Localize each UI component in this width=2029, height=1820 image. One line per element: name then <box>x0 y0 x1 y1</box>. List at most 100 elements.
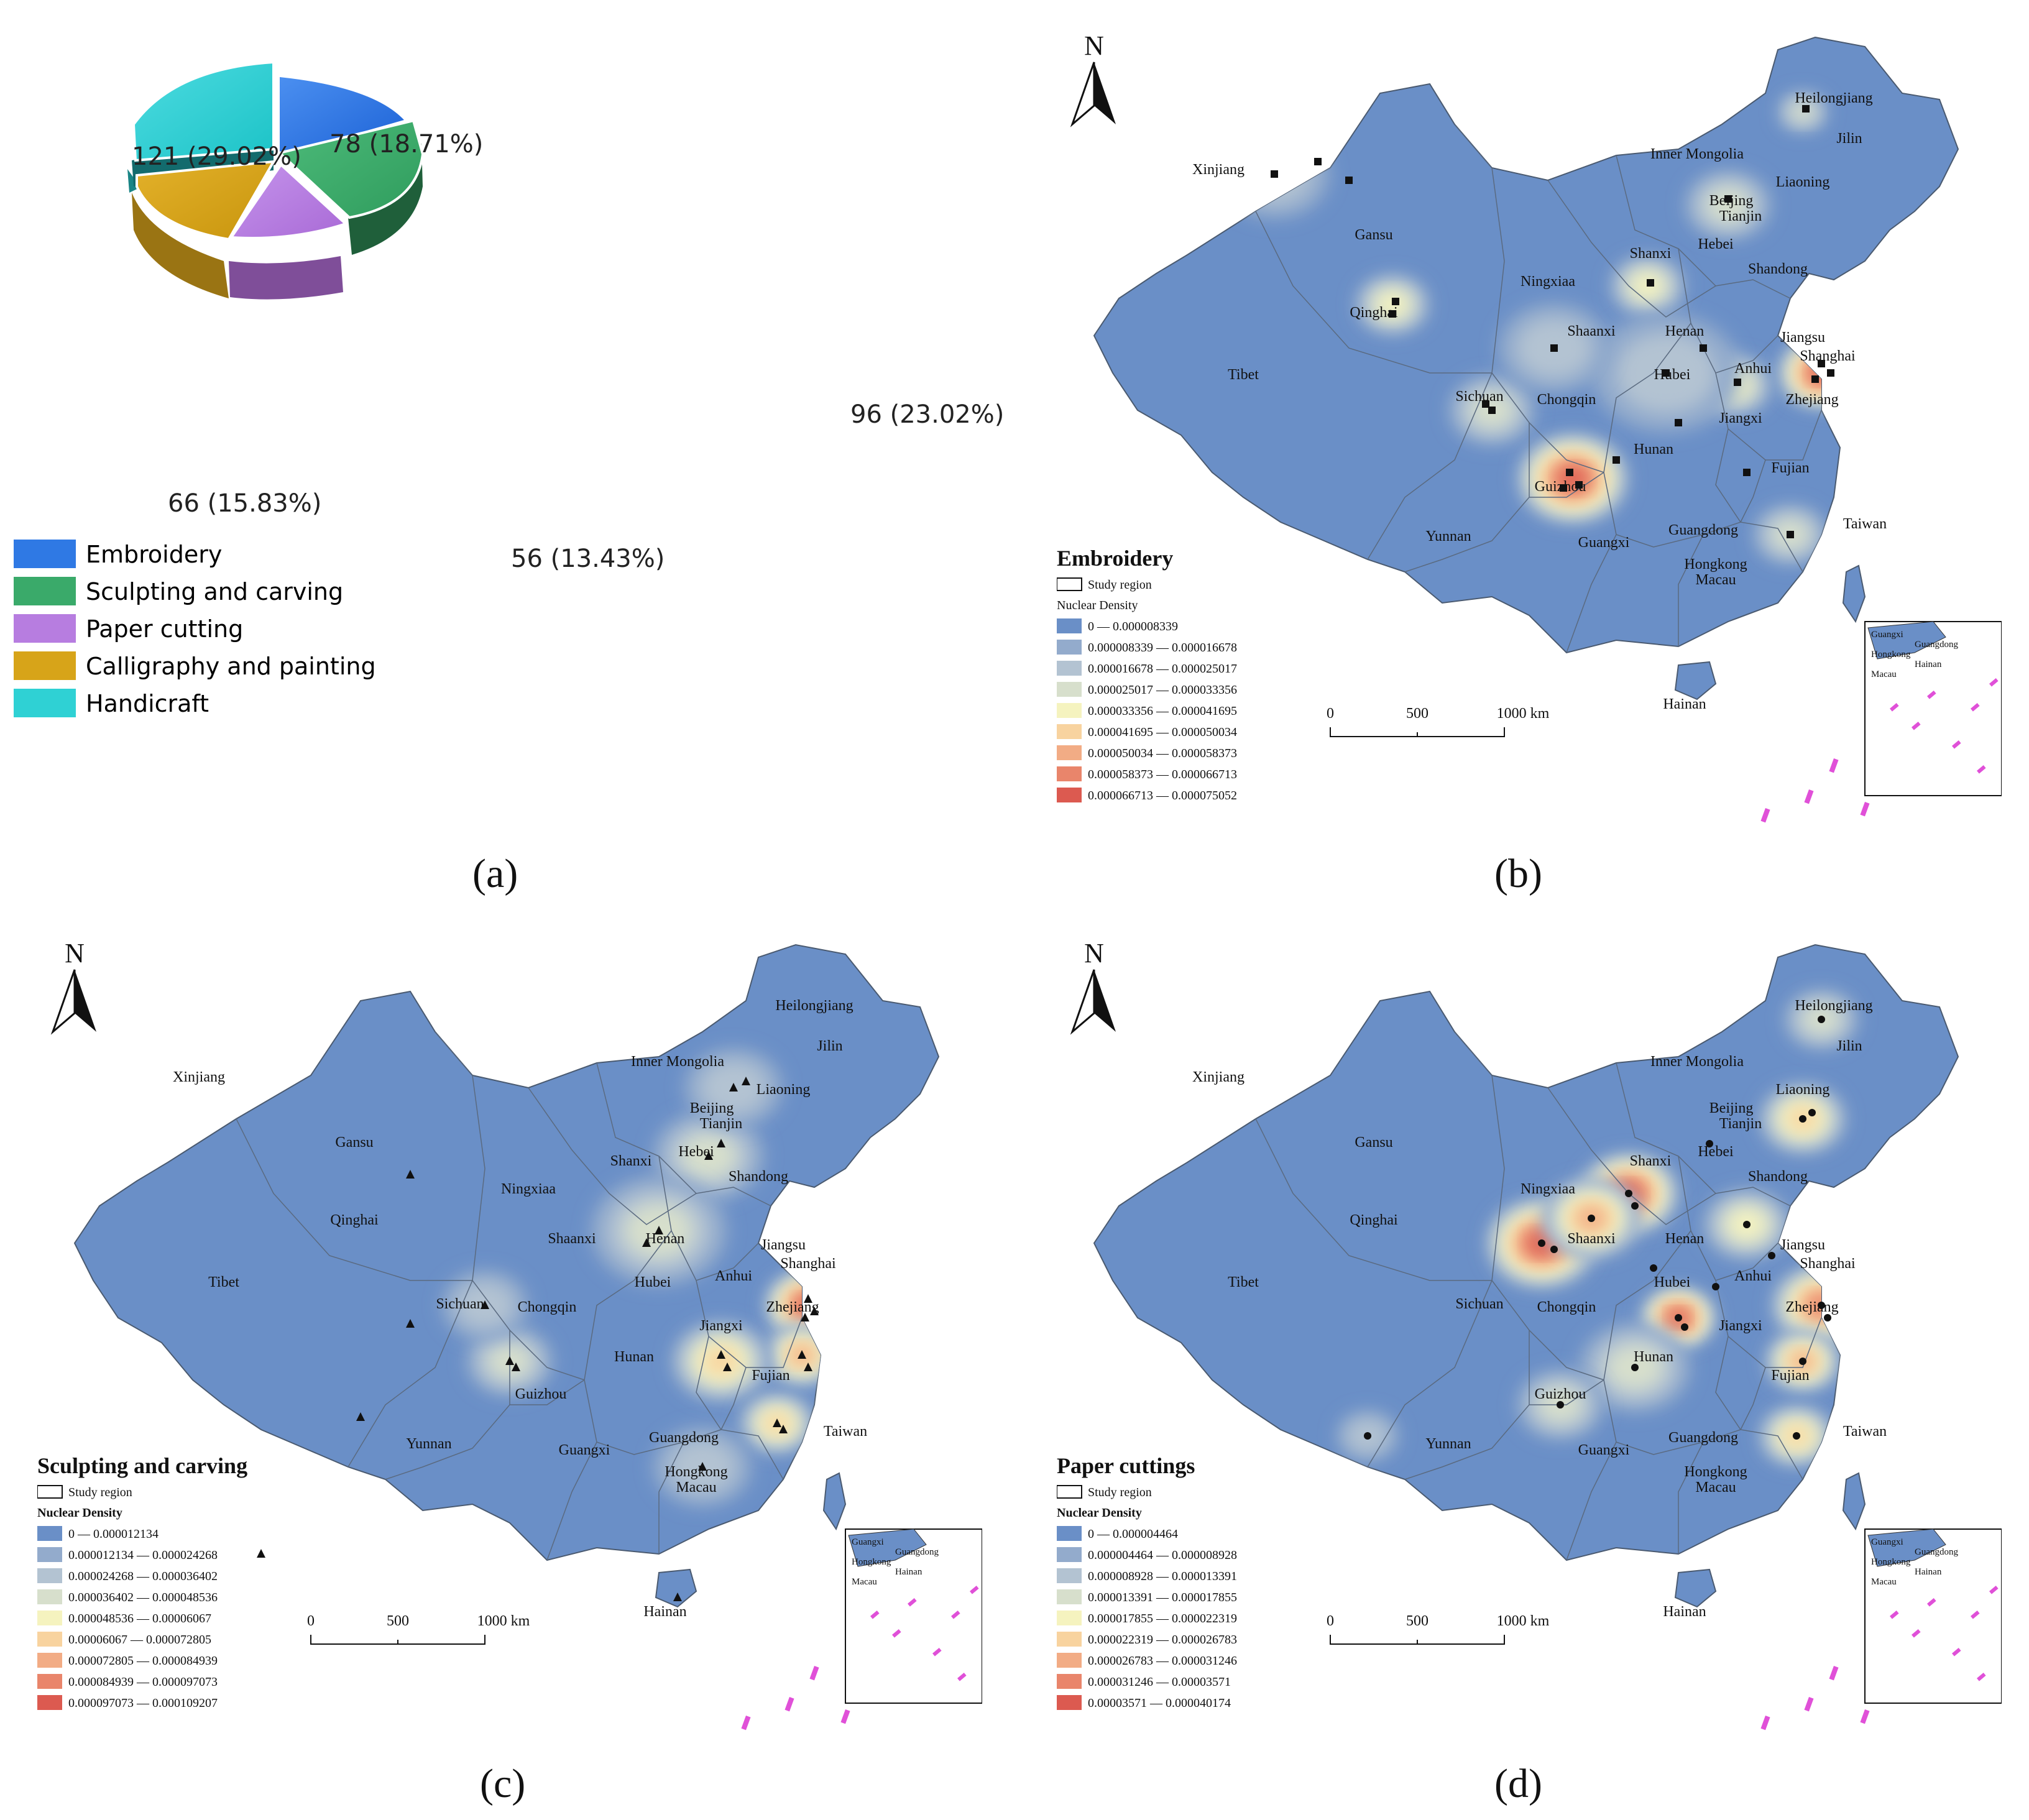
legend-range: 0.000048536 — 0.00006067 <box>68 1612 211 1625</box>
pie-label-embroidery: 78 (18.71%) <box>329 130 483 159</box>
site-marker <box>1560 484 1567 492</box>
legend-swatch <box>37 1568 62 1583</box>
pie-side-calligraphy <box>132 193 229 298</box>
province-label: Zhejiang <box>1785 1299 1838 1315</box>
legend-swatch <box>37 1653 62 1668</box>
site-marker <box>1818 1302 1825 1309</box>
province-label: Jilin <box>1836 131 1862 147</box>
legend-range: 0.000031246 — 0.00003571 <box>1088 1675 1231 1689</box>
province-label: Beijing <box>1709 1100 1754 1116</box>
province-label: Hubei <box>1654 367 1691 383</box>
boundary-mark <box>1989 678 1999 687</box>
province-label: Shanghai <box>1800 348 1856 364</box>
province-label: Hongkong <box>1684 556 1747 572</box>
site-marker <box>742 1077 750 1085</box>
density-label: Nuclear Density <box>1057 599 1138 612</box>
legend-swatch <box>1057 661 1082 676</box>
boundary-mark <box>809 1665 819 1681</box>
province-label: Hunan <box>1634 1349 1673 1365</box>
site-marker <box>1681 1323 1688 1331</box>
legend-swatch <box>1057 1526 1082 1541</box>
legend-range: 0.000017855 — 0.000022319 <box>1088 1612 1237 1625</box>
density-legend: Embroidery Study region Nuclear Density 0 —… <box>1056 546 1237 802</box>
site-marker <box>1802 105 1810 113</box>
study-region-label: Study region <box>68 1486 132 1499</box>
province-border <box>1547 180 1716 318</box>
boundary-mark <box>1927 1598 1936 1607</box>
legend-label-sculpting: Sculpting and carving <box>86 578 343 605</box>
hainan-island <box>1674 661 1717 701</box>
province-label: Shandong <box>1748 1169 1808 1185</box>
map-svg: Heilongjiang Jilin Liaoning Inner Mongolia X… <box>37 938 983 1730</box>
site-marker <box>1724 195 1732 203</box>
legend-range: 0.000033356 — 0.000041695 <box>1088 704 1237 718</box>
province-label: Xinjiang <box>173 1069 225 1085</box>
legend-swatch-handicraft <box>14 689 76 717</box>
boundary-mark <box>1952 1648 1961 1657</box>
province-border <box>236 1118 472 1281</box>
province-label: Hebei <box>1698 1144 1734 1160</box>
pie-label-paper: 56 (13.43%) <box>511 545 665 573</box>
province-label: Gansu <box>335 1134 373 1151</box>
province-border <box>1454 124 1505 374</box>
site-marker <box>1818 360 1825 367</box>
province-label: Guangxi <box>559 1442 610 1458</box>
boundary-mark <box>1829 758 1839 773</box>
province-label: Chongqin <box>1537 1299 1596 1315</box>
province-label: Qinghai <box>1350 305 1398 321</box>
hainan-island <box>655 1568 697 1608</box>
site-marker <box>356 1412 365 1421</box>
site-marker <box>1743 1221 1751 1228</box>
province-label: Beijing <box>690 1100 734 1116</box>
province-label: Tibet <box>1228 367 1259 383</box>
site-marker <box>1706 1140 1713 1147</box>
scale-tick: 1000 km <box>1497 705 1550 722</box>
province-label: Xinjiang <box>1192 1069 1245 1085</box>
legend-range: 0.000041695 — 0.000050034 <box>1088 725 1237 739</box>
legend-swatch <box>1057 724 1082 739</box>
taiwan-island <box>1842 564 1866 623</box>
legend-swatch <box>37 1632 62 1647</box>
site-marker <box>1818 1016 1825 1023</box>
province-label: Tianjin <box>1719 1116 1762 1132</box>
inset-label: Macau <box>1871 1577 1897 1587</box>
south-china-sea-inset: Guangxi Guangdong Hongkong Hainan Macau <box>1864 621 2002 796</box>
province-label: Hunan <box>614 1349 654 1365</box>
legend-label-embroidery: Embroidery <box>86 541 222 568</box>
province-border <box>1566 534 1617 653</box>
province-label: Liaoning <box>757 1082 811 1098</box>
density-label: Nuclear Density <box>37 1506 122 1520</box>
province-label: Tibet <box>1228 1274 1259 1290</box>
legend-swatch <box>1057 618 1082 633</box>
province-label: Liaoning <box>1776 174 1830 190</box>
province-label: Jiangsu <box>761 1237 806 1253</box>
scale-tick: 0 <box>1327 1613 1334 1629</box>
study-region-label: Study region <box>1088 1486 1152 1499</box>
province-label: Henan <box>1665 323 1705 339</box>
panel-caption-a-label: (a) <box>472 851 518 896</box>
province-label: Anhui <box>1734 1268 1772 1284</box>
pie-slice-sculpting <box>277 119 425 219</box>
province-label: Jiangxi <box>699 1318 743 1334</box>
site-marker <box>801 1313 809 1321</box>
province-label: Guizhou <box>1535 479 1586 495</box>
province-label: Tianjin <box>700 1116 742 1132</box>
inset-label: Hongkong <box>852 1557 891 1567</box>
inset-label: Guangdong <box>895 1547 939 1557</box>
province-label: Inner Mongolia <box>1650 146 1744 162</box>
boundary-mark <box>1804 789 1814 804</box>
site-marker <box>1538 1239 1545 1247</box>
province-border <box>720 1367 747 1430</box>
province-label: Jilin <box>817 1038 842 1054</box>
province-label: Guangdong <box>1668 1430 1738 1446</box>
density-label: Nuclear Density <box>1057 1506 1142 1520</box>
pie-label-sculpting: 96 (23.02%) <box>850 400 1004 429</box>
province-label: Beijing <box>1709 193 1754 209</box>
province-border <box>1616 155 1791 299</box>
site-marker <box>1550 344 1558 352</box>
boundary-mark <box>1912 722 1921 730</box>
site-marker <box>1625 1190 1632 1197</box>
province-label: Heilongjiang <box>775 998 853 1014</box>
legend-swatch-calligraphy <box>14 651 76 680</box>
pie-slice-paper <box>229 162 348 240</box>
